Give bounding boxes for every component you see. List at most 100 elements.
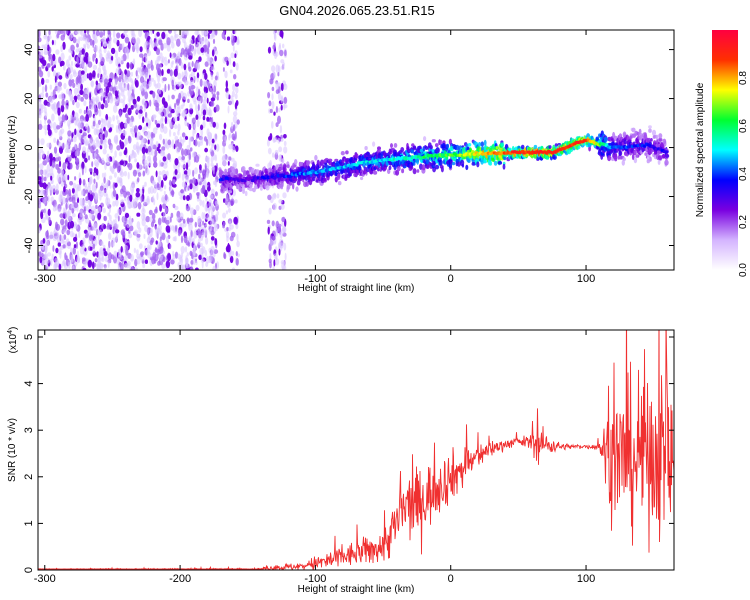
noise-mark — [280, 104, 283, 111]
signal-mark — [497, 161, 503, 165]
noise-mark — [203, 82, 207, 88]
signal-mark — [286, 171, 289, 176]
noise-mark — [173, 107, 176, 112]
signal-mark — [655, 134, 659, 140]
noise-mark — [152, 219, 156, 224]
noise-mark — [143, 30, 147, 33]
signal-mark — [416, 169, 420, 173]
noise-mark — [275, 106, 278, 114]
noise-mark — [183, 235, 188, 244]
noise-mark — [99, 194, 102, 201]
noise-mark — [106, 247, 110, 255]
noise-mark — [133, 267, 139, 270]
noise-mark — [191, 61, 194, 68]
noise-mark — [85, 151, 89, 158]
noise-mark — [63, 186, 66, 193]
noise-mark — [150, 30, 153, 35]
noise-mark — [38, 45, 41, 50]
noise-mark — [136, 212, 141, 217]
noise-mark — [210, 156, 214, 163]
noise-mark — [108, 240, 111, 249]
signal-mark — [607, 155, 612, 162]
noise-mark — [158, 170, 162, 176]
noise-mark — [271, 93, 274, 101]
signal-core-mark — [642, 144, 647, 148]
signal-mark — [230, 166, 235, 172]
noise-mark — [216, 170, 219, 178]
signal-mark — [664, 159, 669, 166]
x-tick-label: -100 — [304, 573, 326, 585]
noise-mark — [164, 56, 167, 62]
noise-mark — [108, 59, 113, 65]
noise-mark — [99, 78, 104, 84]
noise-mark — [169, 129, 172, 137]
signal-mark — [255, 163, 260, 167]
noise-mark — [103, 176, 106, 184]
noise-mark — [205, 203, 208, 212]
colorbar-tick-label: 0.4 — [738, 167, 749, 181]
noise-mark — [172, 179, 176, 185]
noise-mark — [95, 148, 99, 155]
signal-mark — [429, 145, 433, 150]
noise-mark — [206, 116, 210, 122]
noise-mark — [128, 218, 131, 223]
noise-mark — [140, 252, 144, 258]
noise-mark — [143, 198, 146, 205]
noise-mark — [51, 160, 56, 168]
noise-mark — [50, 175, 53, 181]
noise-mark — [222, 129, 226, 135]
noise-mark — [45, 247, 47, 256]
noise-mark — [180, 104, 184, 110]
noise-mark — [162, 77, 167, 82]
noise-mark — [93, 99, 96, 105]
noise-mark — [280, 96, 284, 104]
noise-mark — [126, 191, 131, 196]
noise-mark — [165, 225, 171, 233]
colorbar-tick-label: 0.2 — [738, 215, 749, 229]
signal-mark — [421, 164, 426, 171]
noise-mark — [131, 88, 134, 97]
noise-mark — [196, 192, 200, 199]
signal-mark — [327, 158, 333, 162]
noise-mark — [52, 121, 57, 131]
noise-mark — [227, 207, 231, 213]
noise-mark — [56, 173, 61, 183]
noise-mark — [55, 49, 60, 55]
noise-mark — [189, 238, 191, 243]
noise-mark — [236, 119, 240, 125]
noise-mark — [118, 151, 123, 157]
noise-mark — [184, 136, 189, 140]
noise-mark — [222, 212, 227, 219]
noise-mark — [277, 72, 280, 77]
noise-mark — [44, 254, 49, 259]
noise-mark — [190, 80, 194, 85]
noise-mark — [159, 133, 163, 141]
signal-mark — [662, 138, 667, 145]
noise-mark — [195, 114, 199, 120]
noise-mark — [116, 32, 121, 39]
noise-mark — [60, 218, 65, 226]
noise-mark — [234, 199, 238, 204]
noise-mark — [143, 105, 146, 112]
noise-mark — [227, 105, 230, 114]
signal-mark — [222, 160, 227, 167]
noise-mark — [65, 162, 69, 167]
noise-mark — [202, 184, 206, 192]
noise-mark — [128, 98, 131, 107]
noise-mark — [69, 220, 75, 229]
signal-mark — [438, 159, 443, 166]
signal-mark — [658, 133, 663, 139]
noise-mark — [128, 135, 132, 144]
noise-mark — [222, 154, 227, 162]
noise-mark — [45, 257, 50, 264]
snr-marks — [38, 330, 674, 570]
noise-mark — [97, 212, 102, 220]
noise-mark — [232, 44, 235, 52]
y-tick-label: -40 — [23, 238, 35, 254]
noise-mark — [59, 250, 62, 259]
noise-mark — [98, 189, 101, 197]
noise-mark — [201, 103, 206, 111]
noise-mark — [57, 107, 61, 116]
noise-mark — [174, 158, 179, 166]
noise-mark — [224, 136, 227, 144]
